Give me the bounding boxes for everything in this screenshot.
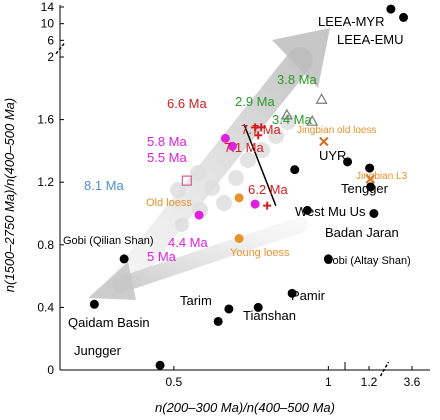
y-tick-label: 1.2 [37, 175, 54, 189]
point-basins [343, 157, 353, 167]
data-label: Gobi (Qilian Shan) [63, 235, 154, 247]
data-label: 5.8 Ma [147, 134, 188, 149]
point-triangle [280, 108, 293, 120]
data-label: Tianshan [243, 308, 296, 323]
data-label: 8.1 Ma [84, 178, 125, 193]
data-label: Tarim [180, 293, 212, 308]
point-magenta-dots [227, 141, 237, 151]
point-basins [302, 205, 312, 215]
point-orange-x [365, 174, 375, 184]
point-orange-x [319, 136, 329, 147]
point-red-cross [257, 123, 266, 132]
data-marks [89, 4, 409, 370]
data-label: Qaidam Basin [68, 315, 150, 330]
data-label: LEEA-EMU [337, 32, 403, 47]
data-label: Badan Jaran [325, 225, 399, 240]
point-red-cross [254, 131, 263, 140]
point-basins [287, 288, 297, 298]
faded-trend-dot [216, 195, 232, 211]
background-trend-arrows [88, 28, 330, 300]
data-label: Tengger [341, 181, 389, 196]
point-loess [234, 234, 244, 244]
data-label: Gobi (Altay Shan) [324, 255, 411, 267]
data-label: 7.7 Ma [241, 122, 282, 137]
point-basins [323, 254, 333, 264]
point-basins [366, 182, 376, 192]
faded-trend-dot [170, 182, 186, 198]
point-basins [253, 302, 263, 312]
x-axis-title: n(200–300 Ma)/n(400–500 Ma) [155, 400, 335, 415]
faded-trend-dot [240, 152, 256, 168]
y-axis-break [55, 43, 65, 55]
point-magenta-dots [250, 199, 260, 209]
data-label: 5 Ma [147, 249, 177, 264]
point-basins [399, 12, 409, 22]
data-label: Jingbian L3 [356, 171, 408, 182]
data-label: UYR [319, 148, 346, 163]
data-label: 4.4 Ma [168, 235, 209, 250]
faded-trend-dot [228, 170, 244, 186]
y-axis-title: n(1500–2750 Ma)/n(400–500 Ma) [2, 98, 17, 292]
y-tick-label: 14 [41, 0, 55, 14]
x-tick-label: 3.6 [404, 375, 421, 389]
data-label: Young loess [230, 247, 290, 259]
data-label: 6.2 Ma [248, 182, 289, 197]
data-label: LEEA-MYR [318, 14, 384, 29]
data-label: Jingbian old loess [297, 125, 377, 136]
data-label: 2.9 Ma [235, 94, 276, 109]
point-basins [386, 4, 396, 14]
point-triangle [306, 114, 319, 126]
point-magenta-dots [194, 210, 204, 220]
faded-trend-dot [190, 165, 206, 181]
x-tick-label: 1.2 [361, 375, 378, 389]
y-tick-label: 1.6 [37, 113, 54, 127]
y-tick-label: 0.8 [37, 238, 54, 252]
point-basins [89, 299, 99, 309]
faded-trend-dot [254, 142, 270, 158]
point-basins [224, 304, 234, 314]
faded-trend-dot [175, 218, 189, 232]
x-axis-break [379, 361, 390, 377]
point-triangle [315, 93, 328, 104]
trend-line [243, 124, 277, 206]
data-label: 5.5 Ma [147, 150, 188, 165]
faded-trend-dot [268, 128, 284, 144]
data-label: 7.1 Ma [224, 140, 265, 155]
axes: 0 0.4 0.8 1.2 1.6 2 6 10 14 0.5 1 1.2 3.6 n(200–300 M… [2, 0, 430, 415]
point-magenta-dots [220, 133, 230, 143]
data-label: Jungger [74, 343, 122, 358]
x-tick-label: 0.5 [166, 375, 183, 389]
point-basins [119, 254, 129, 264]
point-basins [213, 316, 223, 326]
point-red-cross [263, 201, 272, 210]
data-label: 3.4 Ma [272, 112, 313, 127]
data-label: West Mu Us [295, 204, 366, 219]
data-label: Pamir [291, 288, 326, 303]
y-tick-label: 0.4 [37, 300, 54, 314]
data-label: Old loess [146, 197, 192, 209]
data-label: 6.6 Ma [167, 96, 208, 111]
trend-arrow-down-shaft [112, 217, 308, 293]
trend-arrow-up-shaft [107, 47, 313, 298]
trend-arrow-down-head [88, 262, 136, 300]
point-basins [369, 209, 379, 218]
y-tick-label: 6 [47, 33, 54, 47]
data-labels: UYR Tengger West Mu Us Badan Jaran Gobi (Qil… [63, 14, 411, 358]
point-basins [290, 165, 300, 175]
x-tick-label: 1 [325, 375, 332, 389]
trend-arrow-up-head [272, 28, 330, 88]
y-tick-label: 2 [47, 50, 54, 64]
data-label: 3.8 Ma [277, 72, 318, 87]
point-basins [365, 163, 375, 173]
faded-trend-dot [204, 180, 220, 196]
y-tick-label: 10 [41, 17, 55, 31]
y-tick-label: 0 [47, 363, 54, 377]
point-basins [155, 360, 165, 370]
point-open-square [181, 175, 192, 186]
point-loess [234, 193, 244, 203]
